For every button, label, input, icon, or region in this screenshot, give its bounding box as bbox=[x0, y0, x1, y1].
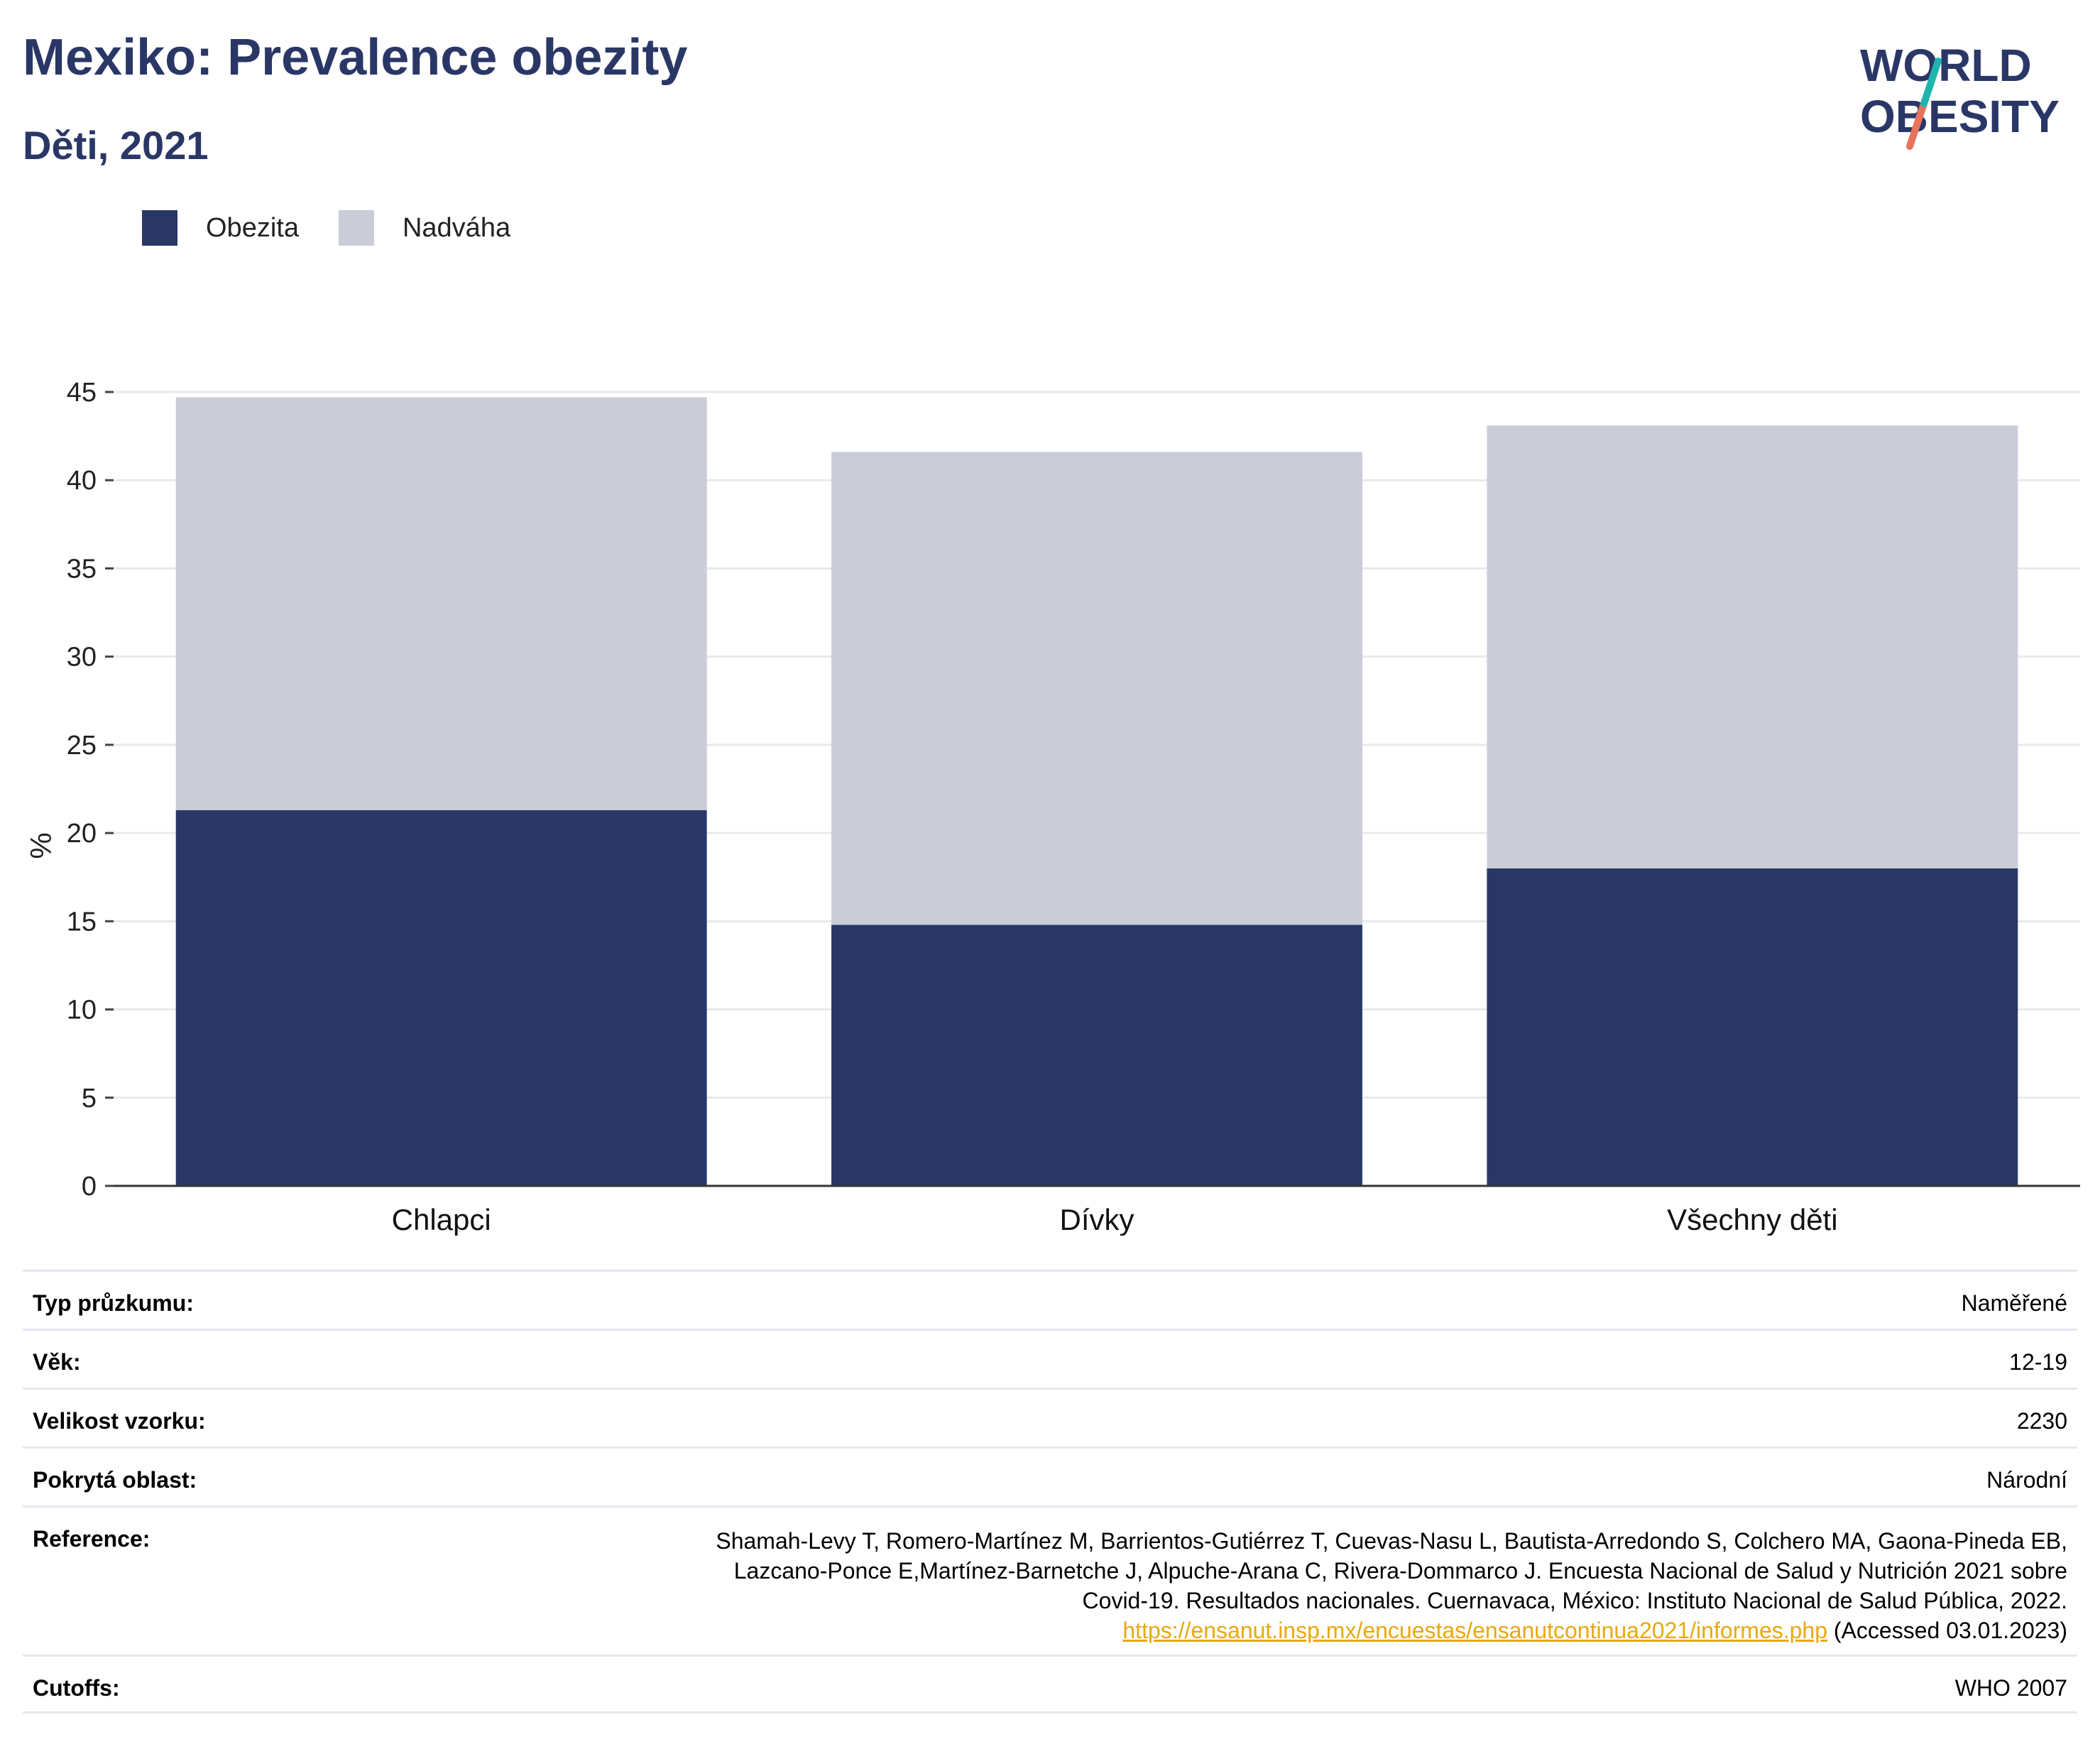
world-obesity-logo: WORLD OBESITY bbox=[1860, 40, 2060, 150]
stacked-bar-chart: 0 5 10 15 20 25 30 35 40 45% Chlapci Dívky Všechny d… bbox=[24, 378, 2080, 1236]
info-value-age: 12-19 bbox=[2009, 1349, 2067, 1375]
info-table: Typ průzkumu: Naměřené Věk: 12-19 Veliko… bbox=[23, 1270, 2077, 1713]
y-tick-label: 10 bbox=[67, 996, 97, 1025]
y-axis-label: % bbox=[24, 832, 58, 859]
y-tick-label: 30 bbox=[67, 643, 97, 672]
info-key-age: Věk: bbox=[33, 1349, 81, 1375]
info-value-sample-size: 2230 bbox=[2016, 1408, 2067, 1434]
reference-accessed: (Accessed 03.01.2023) bbox=[1827, 1618, 2067, 1643]
info-value-cutoffs: WHO 2007 bbox=[1954, 1675, 2067, 1701]
info-row-reference: Reference: Shamah-Levy T, Romero-Martíne… bbox=[23, 1505, 2077, 1655]
reference-line-1: Shamah-Levy T, Romero-Martínez M, Barrie… bbox=[716, 1528, 2067, 1554]
info-value-area: Národní bbox=[1986, 1467, 2067, 1493]
info-key-reference: Reference: bbox=[33, 1526, 151, 1552]
legend-label-overweight: Nadváha bbox=[402, 212, 511, 243]
logo-text-obesity: OBESITY bbox=[1860, 91, 2060, 142]
reference-line-3: Covid-19. Resultados nacionales. Cuernav… bbox=[1082, 1588, 2067, 1613]
info-key-sample-size: Velikost vzorku: bbox=[33, 1408, 206, 1434]
page-subtitle: Děti, 2021 bbox=[23, 123, 209, 168]
bar-obezita-0[interactable] bbox=[175, 810, 707, 1186]
logo-slash-teal bbox=[1920, 58, 1942, 107]
reference-link[interactable]: https://ensanut.insp.mx/encuestas/ensanu… bbox=[1122, 1618, 1828, 1643]
legend-swatch-overweight bbox=[338, 210, 374, 246]
page-title: Mexiko: Prevalence obezity bbox=[23, 29, 688, 86]
legend-item-obesity[interactable]: Obezita bbox=[142, 210, 299, 246]
chart-legend: Obezita Nadváha bbox=[142, 210, 550, 246]
x-category-label: Všechny děti bbox=[1667, 1203, 1837, 1236]
legend-item-overweight[interactable]: Nadváha bbox=[338, 210, 511, 246]
info-row-area: Pokrytá oblast: Národní bbox=[23, 1446, 2077, 1505]
logo-slash-coral bbox=[1906, 100, 1927, 150]
info-key-survey-type: Typ průzkumu: bbox=[33, 1290, 194, 1316]
info-row-sample-size: Velikost vzorku: 2230 bbox=[23, 1388, 2077, 1446]
x-category-label: Dívky bbox=[1060, 1203, 1134, 1236]
info-key-area: Pokrytá oblast: bbox=[33, 1467, 197, 1493]
y-tick-label: 40 bbox=[67, 466, 97, 496]
y-tick-label: 25 bbox=[67, 731, 97, 761]
legend-swatch-obesity bbox=[142, 210, 177, 246]
y-tick-label: 20 bbox=[67, 819, 97, 849]
y-tick-label: 45 bbox=[67, 378, 97, 408]
x-category-label: Chlapci bbox=[392, 1203, 491, 1236]
legend-label-obesity: Obezita bbox=[206, 212, 299, 243]
y-tick-label: 35 bbox=[67, 554, 97, 584]
reference-line-2: Lazcano-Ponce E,Martínez-Barnetche J, Al… bbox=[733, 1558, 2067, 1584]
bar-nadvaha-0[interactable] bbox=[175, 397, 707, 810]
info-row-survey-type: Typ průzkumu: Naměřené bbox=[23, 1270, 2077, 1329]
info-row-age: Věk: 12-19 bbox=[23, 1329, 2077, 1388]
reference-line-4: https://ensanut.insp.mx/encuestas/ensanu… bbox=[716, 1615, 2067, 1645]
info-row-cutoffs: Cutoffs: WHO 2007 bbox=[23, 1655, 2077, 1713]
bar-obezita-2[interactable] bbox=[1487, 868, 2018, 1186]
y-tick-label: 15 bbox=[67, 907, 97, 937]
bar-nadvaha-2[interactable] bbox=[1487, 425, 2018, 868]
info-key-cutoffs: Cutoffs: bbox=[33, 1675, 120, 1701]
logo-text-world: WORLD bbox=[1860, 40, 2032, 91]
y-tick-label: 5 bbox=[82, 1084, 97, 1113]
bar-nadvaha-1[interactable] bbox=[831, 452, 1362, 925]
info-value-survey-type: Naměřené bbox=[1961, 1290, 2067, 1316]
info-value-reference: Shamah-Levy T, Romero-Martínez M, Barrie… bbox=[716, 1526, 2067, 1645]
y-tick-label: 0 bbox=[82, 1172, 97, 1202]
bar-obezita-1[interactable] bbox=[831, 925, 1362, 1186]
